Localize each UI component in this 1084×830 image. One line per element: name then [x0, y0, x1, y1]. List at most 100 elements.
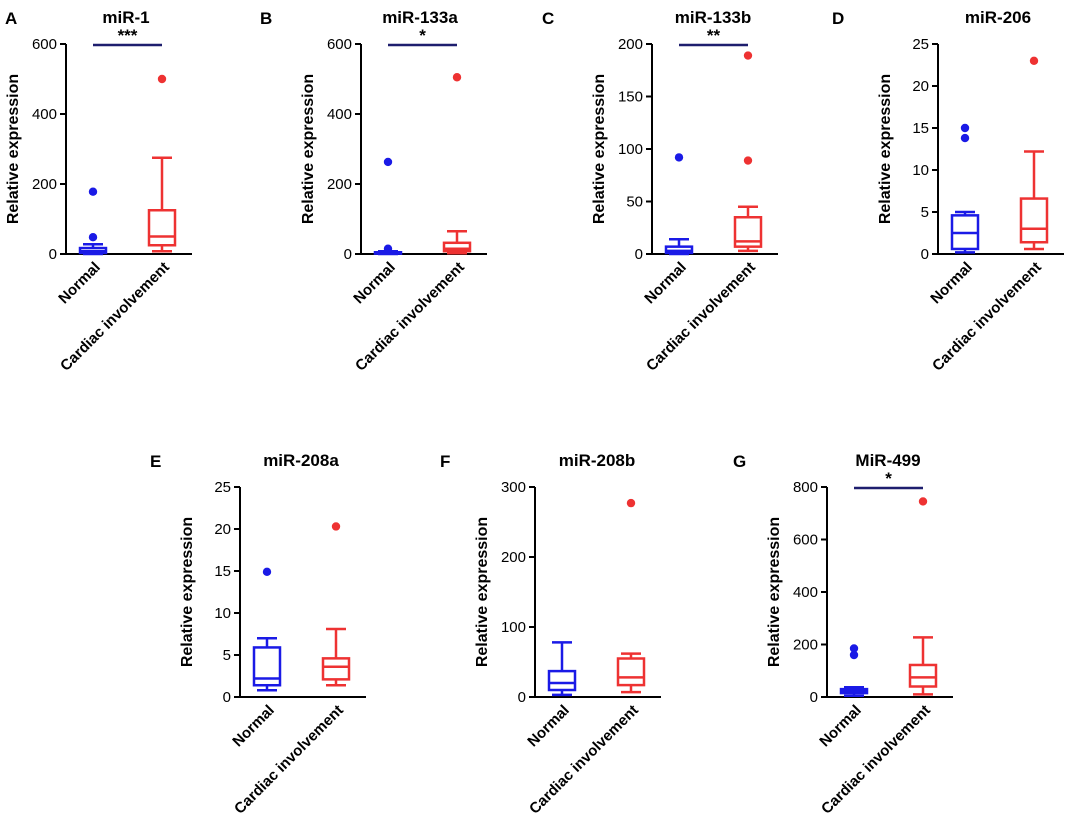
y-tick-label: 200	[793, 637, 818, 654]
box-cardiac	[1019, 56, 1049, 251]
y-tick-label: 300	[501, 479, 526, 496]
y-tick-label: 15	[912, 120, 929, 137]
y-axis-title: Relative expression	[591, 74, 608, 224]
y-tick-label: 600	[32, 36, 57, 53]
iqr-box	[442, 241, 472, 253]
y-tick-label: 5	[921, 204, 929, 221]
box-cardiac	[616, 498, 646, 694]
outlier-point	[918, 497, 928, 506]
y-tick-label: 10	[214, 605, 231, 622]
outlier-point	[331, 522, 341, 531]
y-tick-label: 400	[32, 106, 57, 123]
category-label-normal: Normal	[55, 259, 104, 308]
significance-label: *	[885, 469, 892, 488]
outlier-point	[674, 153, 684, 162]
y-tick-label: 100	[501, 619, 526, 636]
outlier-point	[960, 133, 970, 143]
y-tick-label: 5	[223, 647, 231, 664]
y-tick-label: 400	[327, 106, 352, 123]
iqr-box	[321, 657, 351, 681]
category-label-normal: Normal	[229, 702, 278, 751]
panel-letter: E	[150, 452, 161, 471]
y-axis-title: Relative expression	[300, 74, 317, 224]
y-axis-title: Relative expression	[474, 517, 491, 667]
y-tick-label: 200	[32, 176, 57, 193]
y-axis-title: Relative expression	[5, 74, 22, 224]
significance-label: *	[419, 26, 426, 45]
iqr-box	[908, 663, 938, 688]
box-normal	[373, 157, 403, 256]
y-tick-label: 15	[214, 563, 231, 580]
outlier-point	[960, 123, 970, 133]
y-tick-label: 25	[214, 479, 231, 496]
y-tick-label: 25	[912, 36, 929, 53]
y-tick-label: 600	[327, 36, 352, 53]
y-tick-label: 200	[327, 176, 352, 193]
box-normal	[252, 567, 282, 692]
outlier-point	[88, 187, 98, 196]
y-axis-title: Relative expression	[877, 74, 894, 224]
category-label-normal: Normal	[816, 702, 865, 751]
outlier-point	[743, 51, 753, 60]
box-cardiac	[147, 74, 177, 253]
panel-title: miR-133a	[382, 8, 458, 27]
box-normal	[547, 641, 577, 697]
panel-letter: D	[832, 9, 844, 28]
y-tick-label: 0	[518, 689, 526, 706]
box-normal	[839, 644, 869, 697]
y-tick-label: 0	[49, 246, 57, 263]
significance-label: ***	[118, 26, 138, 45]
y-tick-label: 600	[793, 532, 818, 549]
outlier-point	[383, 244, 393, 253]
y-axis-title: Relative expression	[179, 517, 196, 667]
iqr-box	[252, 646, 282, 687]
iqr-box	[616, 657, 646, 687]
box-cardiac	[733, 51, 763, 253]
y-tick-label: 10	[912, 162, 929, 179]
category-label-normal: Normal	[350, 259, 399, 308]
outlier-point	[157, 74, 167, 84]
panel-title: MiR-499	[855, 451, 920, 470]
panel-title: miR-1	[102, 8, 149, 27]
panel-g: G MiR-499 0 200 400 600 800 Relative expression…	[733, 451, 953, 818]
y-tick-label: 200	[501, 549, 526, 566]
panel-title: miR-208a	[263, 451, 339, 470]
box-normal	[664, 153, 694, 256]
box-cardiac	[321, 522, 351, 687]
y-tick-label: 800	[793, 479, 818, 496]
box-cardiac	[442, 73, 472, 255]
outlier-point	[452, 73, 462, 82]
panel-title: miR-133b	[675, 8, 752, 27]
panel-title: miR-206	[965, 8, 1031, 27]
y-tick-label: 0	[344, 246, 352, 263]
panel-letter: G	[733, 452, 746, 471]
box-normal	[950, 123, 980, 254]
category-label-normal: Normal	[524, 702, 573, 751]
y-tick-label: 0	[223, 689, 231, 706]
iqr-box	[547, 669, 577, 692]
box-normal	[78, 187, 108, 256]
category-label-normal: Normal	[641, 259, 690, 308]
significance-label: **	[707, 26, 721, 45]
panel-letter: C	[542, 9, 554, 28]
y-tick-label: 0	[810, 689, 818, 706]
panel-title: miR-208b	[559, 451, 636, 470]
outlier-point	[262, 567, 272, 577]
box-cardiac	[908, 497, 938, 696]
y-tick-label: 100	[618, 141, 643, 158]
outlier-point	[849, 650, 859, 660]
panel-letter: F	[440, 452, 450, 471]
y-tick-label: 150	[618, 89, 643, 106]
panel-letter: B	[260, 9, 272, 28]
y-tick-label: 400	[793, 584, 818, 601]
iqr-box	[733, 216, 763, 248]
iqr-box	[1019, 197, 1049, 244]
y-tick-label: 20	[912, 78, 929, 95]
